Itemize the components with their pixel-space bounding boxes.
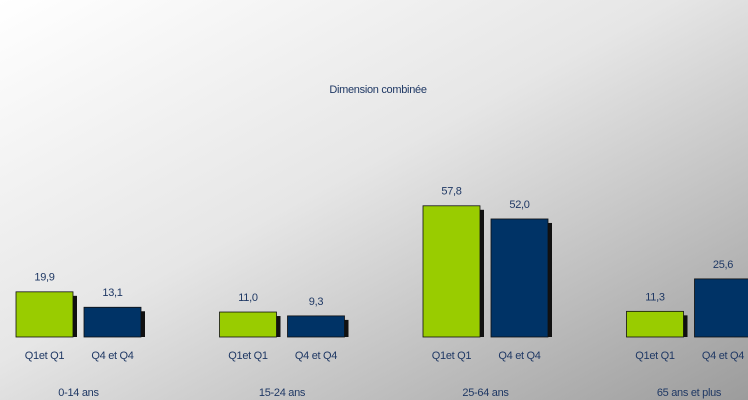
data-label: 9,3 <box>309 296 324 308</box>
bar <box>626 310 684 338</box>
x-tick-label: 25-64 ans <box>462 387 509 399</box>
series-label: Q1et Q1 <box>228 350 268 362</box>
data-label: 11,3 <box>645 291 665 303</box>
data-label: 52,0 <box>509 199 529 211</box>
x-tick-label: 0-14 ans <box>58 387 99 399</box>
series-label: Q4 et Q4 <box>702 350 744 362</box>
series-label: Q4 et Q4 <box>91 350 133 362</box>
bar <box>422 205 481 338</box>
data-label: 57,8 <box>441 186 461 198</box>
bar <box>219 311 277 338</box>
series-label: Q1et Q1 <box>635 350 675 362</box>
data-label: 19,9 <box>34 272 54 284</box>
series-label: Q4 et Q4 <box>295 350 337 362</box>
data-label: 25,6 <box>713 259 733 271</box>
bar <box>694 278 748 338</box>
bar <box>83 306 142 338</box>
x-tick-label: 15-24 ans <box>259 387 306 399</box>
chart-title: Dimension combinée <box>329 84 426 96</box>
bar <box>490 218 549 338</box>
series-label: Q4 et Q4 <box>498 350 540 362</box>
data-label: 11,0 <box>238 292 258 304</box>
bar <box>287 315 345 338</box>
bar <box>15 291 74 338</box>
series-label: Q1et Q1 <box>432 350 472 362</box>
data-label: 13,1 <box>102 287 122 299</box>
series-label: Q1et Q1 <box>25 350 65 362</box>
x-tick-label: 65 ans et plus <box>657 387 722 399</box>
